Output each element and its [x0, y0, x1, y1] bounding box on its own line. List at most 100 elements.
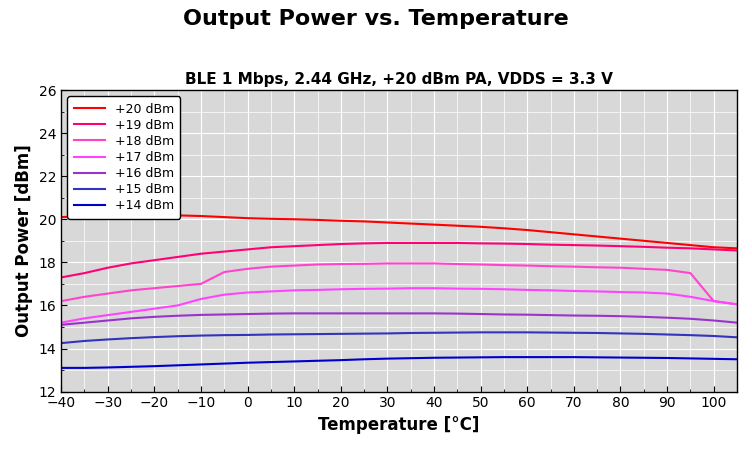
+14 dBm	[173, 363, 182, 368]
+19 dBm	[616, 243, 625, 249]
+17 dBm	[103, 313, 112, 318]
+20 dBm	[569, 232, 578, 237]
+16 dBm	[616, 313, 625, 319]
+19 dBm	[266, 245, 275, 250]
+19 dBm	[150, 257, 159, 263]
+20 dBm	[266, 216, 275, 221]
+18 dBm	[173, 283, 182, 289]
+18 dBm	[80, 294, 89, 299]
+19 dBm	[173, 254, 182, 260]
+16 dBm	[453, 311, 462, 316]
+14 dBm	[220, 361, 229, 366]
+16 dBm	[103, 318, 112, 323]
Line: +18 dBm: +18 dBm	[61, 264, 737, 304]
+14 dBm	[709, 356, 718, 361]
+19 dBm	[663, 245, 672, 251]
+19 dBm	[429, 240, 438, 246]
+16 dBm	[429, 311, 438, 316]
+18 dBm	[243, 266, 252, 272]
+20 dBm	[383, 220, 392, 225]
+14 dBm	[80, 365, 89, 370]
+19 dBm	[126, 261, 135, 266]
+20 dBm	[359, 219, 368, 224]
+18 dBm	[639, 266, 648, 272]
+15 dBm	[546, 330, 555, 335]
+18 dBm	[266, 264, 275, 269]
+15 dBm	[290, 332, 299, 337]
+18 dBm	[453, 261, 462, 267]
+19 dBm	[406, 240, 415, 246]
+15 dBm	[80, 338, 89, 343]
+17 dBm	[453, 286, 462, 291]
+19 dBm	[499, 241, 508, 247]
+18 dBm	[593, 264, 602, 270]
+20 dBm	[616, 236, 625, 241]
+17 dBm	[359, 286, 368, 291]
+18 dBm	[196, 281, 205, 286]
+15 dBm	[639, 331, 648, 337]
+15 dBm	[383, 331, 392, 336]
+18 dBm	[406, 261, 415, 266]
+14 dBm	[453, 355, 462, 360]
+17 dBm	[150, 306, 159, 311]
+18 dBm	[359, 261, 368, 267]
+20 dBm	[593, 234, 602, 239]
+17 dBm	[56, 320, 65, 326]
+17 dBm	[173, 303, 182, 308]
+19 dBm	[569, 242, 578, 248]
+20 dBm	[523, 227, 532, 233]
+15 dBm	[732, 335, 741, 340]
+17 dBm	[336, 286, 345, 292]
+18 dBm	[546, 264, 555, 269]
+16 dBm	[243, 311, 252, 317]
Line: +20 dBm: +20 dBm	[61, 215, 737, 248]
+16 dBm	[313, 311, 322, 316]
+18 dBm	[313, 262, 322, 267]
+15 dBm	[173, 334, 182, 339]
+17 dBm	[80, 316, 89, 321]
+15 dBm	[429, 330, 438, 335]
+20 dBm	[406, 221, 415, 226]
+20 dBm	[476, 224, 485, 229]
+17 dBm	[313, 287, 322, 293]
+20 dBm	[429, 222, 438, 227]
+19 dBm	[196, 251, 205, 256]
+15 dBm	[220, 332, 229, 338]
+18 dBm	[126, 288, 135, 293]
+16 dBm	[686, 316, 695, 321]
+18 dBm	[290, 263, 299, 268]
+17 dBm	[220, 292, 229, 297]
Legend: +20 dBm, +19 dBm, +18 dBm, +17 dBm, +16 dBm, +15 dBm, +14 dBm: +20 dBm, +19 dBm, +18 dBm, +17 dBm, +16 …	[68, 96, 180, 219]
+18 dBm	[709, 299, 718, 304]
Line: +17 dBm: +17 dBm	[61, 288, 737, 323]
+17 dBm	[266, 289, 275, 294]
+18 dBm	[663, 267, 672, 273]
+15 dBm	[406, 330, 415, 336]
+20 dBm	[150, 212, 159, 218]
+14 dBm	[546, 354, 555, 360]
+17 dBm	[639, 290, 648, 295]
+17 dBm	[686, 294, 695, 299]
+20 dBm	[639, 238, 648, 243]
+17 dBm	[569, 288, 578, 294]
+17 dBm	[196, 296, 205, 302]
+14 dBm	[406, 356, 415, 361]
+19 dBm	[359, 241, 368, 246]
+17 dBm	[523, 287, 532, 293]
+14 dBm	[243, 360, 252, 365]
+16 dBm	[569, 313, 578, 318]
+16 dBm	[383, 311, 392, 316]
+16 dBm	[80, 320, 89, 326]
+19 dBm	[313, 242, 322, 248]
+16 dBm	[476, 311, 485, 317]
+17 dBm	[732, 302, 741, 307]
+20 dBm	[336, 218, 345, 224]
+16 dBm	[709, 318, 718, 323]
+16 dBm	[150, 314, 159, 320]
+17 dBm	[709, 299, 718, 304]
+15 dBm	[663, 332, 672, 337]
+14 dBm	[476, 355, 485, 360]
+20 dBm	[732, 246, 741, 251]
+14 dBm	[499, 354, 508, 360]
+18 dBm	[732, 302, 741, 307]
